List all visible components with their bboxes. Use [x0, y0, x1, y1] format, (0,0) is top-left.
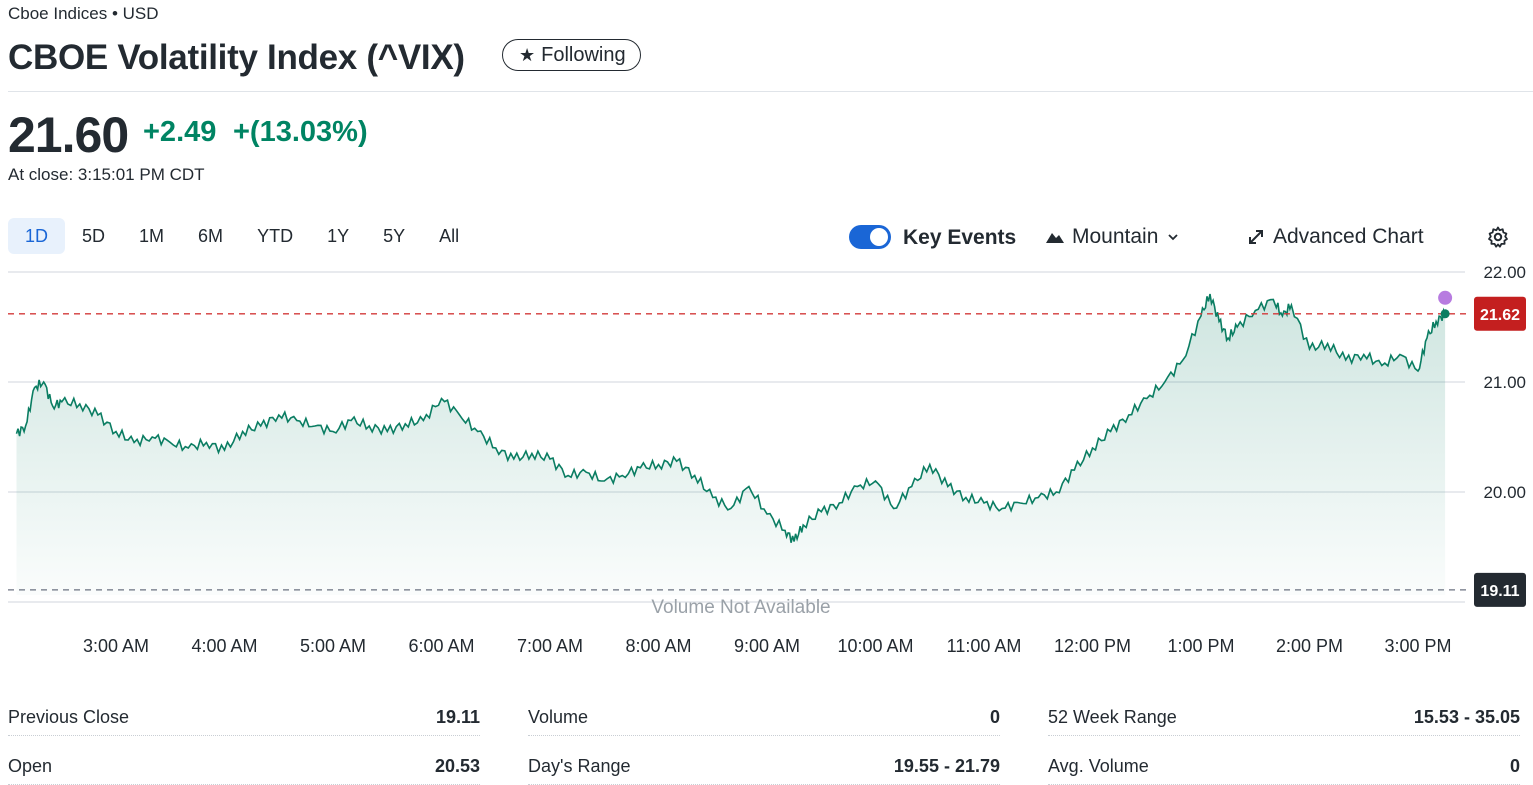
x-tick-label: 10:00 AM: [837, 636, 913, 656]
following-button[interactable]: ★ Following: [502, 39, 641, 71]
x-tick-label: 12:00 PM: [1054, 636, 1131, 656]
stat-value: 19.11: [435, 707, 480, 727]
expand-arrows-icon: [1249, 230, 1263, 244]
stat-value: 19.55 - 21.79: [893, 756, 1000, 776]
price-change-percent: +(13.03%): [233, 116, 368, 148]
x-tick-label: 7:00 AM: [517, 636, 583, 656]
stat-label: 52 Week Range: [1048, 707, 1177, 727]
x-tick-label: 11:00 AM: [947, 636, 1022, 656]
previous-close-badge: 19.11: [1480, 583, 1519, 600]
current-price-badge: 21.62: [1480, 307, 1520, 324]
y-tick-label: 21.00: [1483, 373, 1526, 392]
stat-label: Open: [8, 756, 53, 776]
mountain-icon: [1046, 233, 1064, 243]
y-tick-label: 20.00: [1483, 483, 1526, 502]
stats-column: Previous Close 19.11 Open 20.53: [8, 700, 480, 785]
advanced-chart-button[interactable]: Advanced Chart: [1247, 225, 1424, 249]
x-tick-label: 5:00 AM: [300, 636, 366, 656]
chart-line: [15, 293, 1446, 543]
x-tick-label: 6:00 AM: [408, 636, 474, 656]
price-chart[interactable]: 21.62 19.11 Volume Not Available 3:00 AM 4…: [0, 255, 1533, 675]
y-tick-label: 22.00: [1483, 263, 1526, 282]
chart-area: [16, 294, 1446, 595]
stat-row: Previous Close 19.11: [8, 700, 480, 736]
close-time: At close: 3:15:01 PM CDT: [8, 165, 205, 184]
x-tick-label: 3:00 AM: [83, 636, 149, 656]
following-label: Following: [541, 43, 626, 66]
range-tab-5y[interactable]: 5Y: [383, 225, 406, 246]
previous-close-badge-bg: [1474, 572, 1526, 607]
x-tick-label: 1:00 PM: [1167, 636, 1234, 656]
range-tab-5d[interactable]: 5D: [82, 225, 106, 246]
current-price-badge-bg: [1474, 296, 1526, 331]
range-tabs: 1D 5D 1M 6M YTD 1Y 5Y All: [8, 218, 476, 254]
key-events-toggle[interactable]: [849, 225, 891, 249]
stat-label: Avg. Volume: [1048, 756, 1149, 776]
toggle-knob: [870, 228, 888, 246]
stat-label: Previous Close: [8, 707, 130, 727]
stat-value: 0: [1509, 756, 1520, 776]
price-change: +2.49: [143, 116, 217, 148]
range-tab-1y[interactable]: 1Y: [327, 225, 350, 246]
price: 21.60: [8, 107, 129, 163]
stat-row: Avg. Volume 0: [1048, 749, 1520, 785]
x-tick-label: 8:00 AM: [625, 636, 691, 656]
x-tick-label: 4:00 AM: [191, 636, 257, 656]
chart-type-dropdown[interactable]: Mountain: [1046, 225, 1180, 249]
range-tab-ytd[interactable]: YTD: [257, 225, 294, 246]
last-price-dot: [1440, 309, 1450, 319]
x-tick-label: 3:00 PM: [1384, 636, 1451, 656]
range-tab-6m[interactable]: 6M: [198, 225, 224, 246]
exchange-label: Cboe Indices • USD: [8, 4, 159, 23]
key-event-marker[interactable]: [1438, 290, 1453, 305]
range-tab-1d[interactable]: 1D: [8, 218, 66, 254]
range-tab-all[interactable]: All: [439, 225, 460, 246]
stat-value: 0: [989, 707, 1000, 727]
chart-type-label: Mountain: [1072, 225, 1159, 248]
stat-label: Volume: [528, 707, 589, 727]
advanced-chart-label: Advanced Chart: [1273, 225, 1424, 248]
stat-row: 52 Week Range 15.53 - 35.05: [1048, 700, 1520, 736]
range-tab-1m[interactable]: 1M: [139, 225, 165, 246]
stat-label: Day's Range: [528, 756, 631, 776]
stat-row: Volume 0: [528, 700, 1000, 736]
page-title: CBOE Volatility Index (^VIX): [8, 38, 465, 77]
x-tick-label: 9:00 AM: [734, 636, 800, 656]
gear-icon[interactable]: [1486, 225, 1510, 249]
stat-row: Day's Range 19.55 - 21.79: [528, 749, 1000, 785]
stats-column: 52 Week Range 15.53 - 35.05 Avg. Volume 0: [1048, 700, 1520, 785]
stat-row: Open 20.53: [8, 749, 480, 785]
stat-value: 20.53: [434, 756, 480, 776]
stat-value: 15.53 - 35.05: [1413, 707, 1520, 727]
chevron-down-icon: [1168, 234, 1179, 241]
star-icon: ★: [519, 45, 536, 65]
key-events-label: Key Events: [903, 226, 1017, 249]
stats-column: Volume 0 Day's Range 19.55 - 21.79: [528, 700, 1000, 785]
x-tick-label: 2:00 PM: [1276, 636, 1343, 656]
volume-note: Volume Not Available: [651, 597, 830, 618]
header-divider: [8, 91, 1533, 92]
